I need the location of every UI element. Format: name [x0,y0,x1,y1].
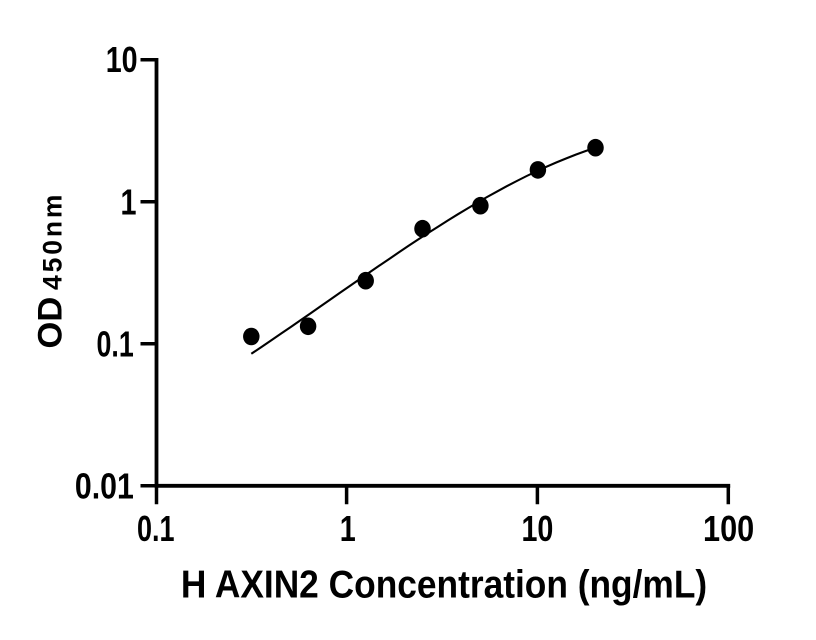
svg-text:100: 100 [703,508,754,549]
svg-text:0.1: 0.1 [137,508,175,549]
svg-text:H AXIN2 Concentration (ng/mL): H AXIN2 Concentration (ng/mL) [181,564,707,607]
svg-text:0.1: 0.1 [97,324,134,365]
svg-text:1: 1 [121,182,137,223]
svg-text:10: 10 [521,508,553,549]
svg-text:10: 10 [106,39,138,80]
svg-text:0.01: 0.01 [75,466,134,507]
svg-text:1: 1 [340,508,356,549]
svg-text:450nm: 450nm [38,195,68,291]
svg-text:OD: OD [32,297,70,349]
